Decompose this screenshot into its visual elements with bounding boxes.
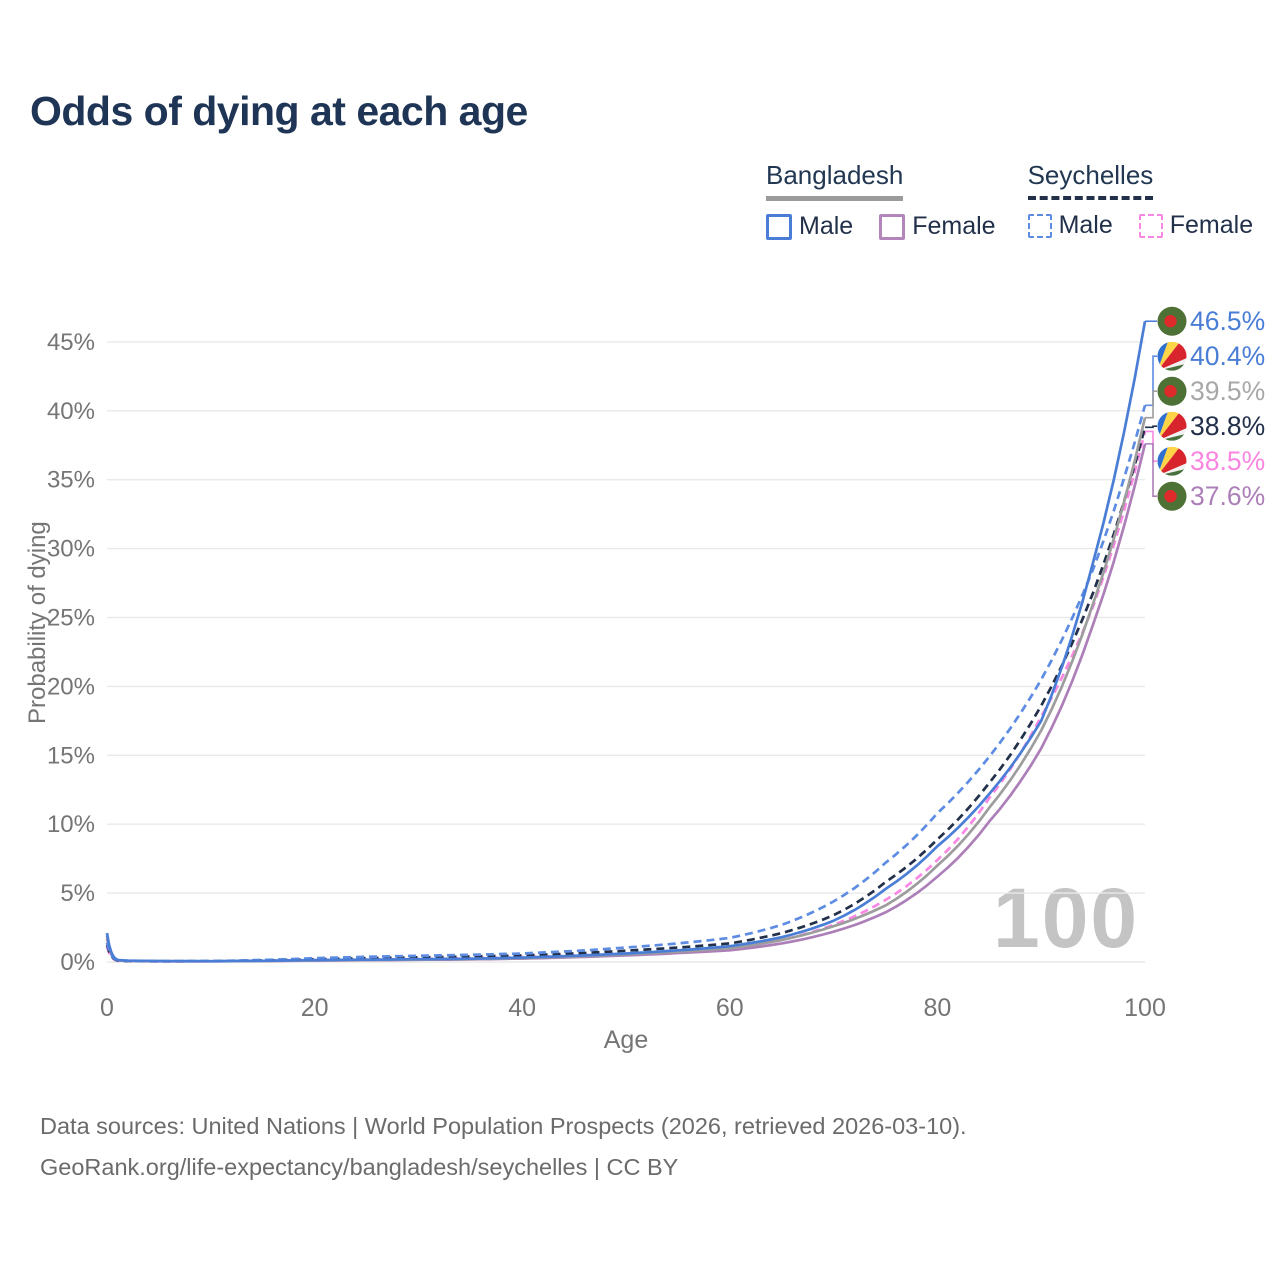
y-tick-label: 25% xyxy=(47,605,95,632)
y-tick-label: 20% xyxy=(47,673,95,700)
end-value-label: 39.5% xyxy=(1190,376,1265,406)
end-label-connector xyxy=(1145,443,1157,498)
legend-item-label: Male xyxy=(1058,211,1113,239)
x-axis-title: Age xyxy=(603,1026,649,1054)
y-tick-label: 15% xyxy=(47,742,95,769)
legend-item-label: Female xyxy=(912,212,996,240)
seychelles-flag-icon xyxy=(1157,341,1187,371)
series-line-seychelles-both-sexes xyxy=(105,426,1147,963)
series-line-bangladesh-male xyxy=(105,320,1147,963)
gridlines: 0% 5% 10% 15% 20% 25% 30% 35% 40% 45% 0 20 40 60 80 100 xyxy=(47,329,1166,1022)
legend-header-seychelles[interactable]: Seychelles xyxy=(1027,160,1154,200)
series-line-seychelles-female xyxy=(105,431,1147,963)
seychelles-flag-icon xyxy=(1157,411,1187,441)
bangladesh-female-swatch-icon xyxy=(879,213,906,240)
y-tick-label: 30% xyxy=(47,536,95,563)
y-tick-label: 10% xyxy=(47,811,95,838)
x-tick-label: 60 xyxy=(716,994,744,1022)
series-line-seychelles-male xyxy=(105,404,1147,963)
x-tick-label: 80 xyxy=(923,994,951,1022)
end-value-label: 40.4% xyxy=(1190,341,1265,371)
end-value-label: 46.5% xyxy=(1190,306,1265,336)
series-line-bangladesh-both-sexes xyxy=(105,417,1147,963)
legend: Bangladesh Male Female Seychelles Male xyxy=(766,160,1253,241)
y-tick-label: 35% xyxy=(47,467,95,494)
legend-item-label: Male xyxy=(799,212,854,240)
y-tick-label: 40% xyxy=(47,398,95,425)
legend-items-bangladesh: Male Female xyxy=(766,212,996,241)
source-footer: Data sources: United Nations | World Pop… xyxy=(40,1106,967,1188)
x-tick-label: 20 xyxy=(301,994,329,1022)
legend-items-seychelles: Male Female xyxy=(1027,211,1254,240)
end-value-label: 38.8% xyxy=(1190,411,1265,441)
y-tick-label: 45% xyxy=(47,329,95,356)
legend-item-seychelles-male[interactable]: Male xyxy=(1027,211,1113,240)
legend-item-bangladesh-female[interactable]: Female xyxy=(879,212,996,241)
legend-group-bangladesh: Bangladesh Male Female xyxy=(766,160,996,241)
bangladesh-flag-icon xyxy=(1157,481,1187,511)
page-title: Odds of dying at each age xyxy=(30,88,528,134)
seychelles-flag-icon xyxy=(1157,446,1187,476)
end-label-connector xyxy=(1145,355,1157,407)
x-tick-label: 40 xyxy=(508,994,536,1022)
legend-item-seychelles-female[interactable]: Female xyxy=(1138,211,1254,240)
legend-item-label: Female xyxy=(1169,211,1254,239)
bangladesh-flag-icon xyxy=(1157,306,1187,336)
x-tick-label: 100 xyxy=(1124,994,1166,1022)
seychelles-male-swatch-icon xyxy=(1027,213,1052,238)
series-line-bangladesh-female xyxy=(105,443,1147,963)
attribution-line: GeoRank.org/life-expectancy/bangladesh/s… xyxy=(40,1154,679,1180)
legend-item-bangladesh-male[interactable]: Male xyxy=(766,212,853,241)
x-tick-label: 0 xyxy=(100,994,114,1022)
y-tick-label: 0% xyxy=(60,949,95,976)
end-label-connector xyxy=(1145,390,1157,419)
seychelles-female-swatch-icon xyxy=(1138,213,1163,238)
end-value-label: 38.5% xyxy=(1190,446,1265,476)
end-value-label: 37.6% xyxy=(1190,481,1265,511)
watermark-age-100: 100 xyxy=(993,871,1140,965)
end-label-connector xyxy=(1145,425,1157,429)
legend-group-seychelles: Seychelles Male Female xyxy=(1027,160,1254,241)
y-tick-label: 5% xyxy=(60,880,95,907)
data-sources-line: Data sources: United Nations | World Pop… xyxy=(40,1113,967,1139)
bangladesh-flag-icon xyxy=(1157,376,1187,406)
bangladesh-male-swatch-icon xyxy=(766,213,792,240)
legend-header-bangladesh[interactable]: Bangladesh xyxy=(766,160,904,201)
end-label-connector xyxy=(1145,430,1157,463)
